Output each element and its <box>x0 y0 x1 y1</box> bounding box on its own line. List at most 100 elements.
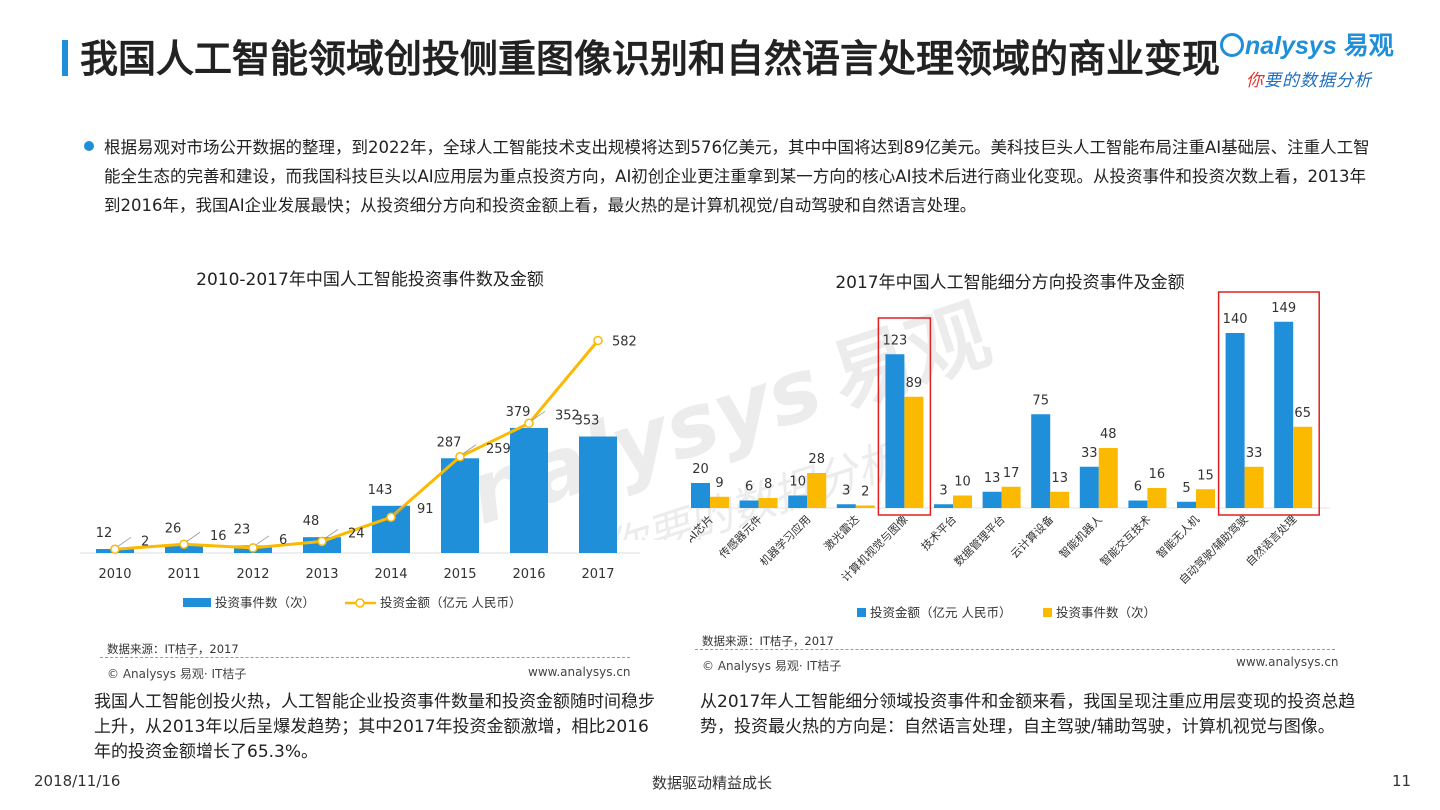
left-bar-label-2016: 379 <box>506 405 531 420</box>
right-bar-events-4 <box>904 396 924 508</box>
left-chart: 1220102620112320124820131432014287201537… <box>80 334 640 610</box>
right-bar-events-5 <box>953 495 972 508</box>
left-line-series <box>114 339 600 551</box>
left-divider <box>100 657 630 658</box>
right-bar-label-amount-3: 3 <box>842 483 850 498</box>
left-line-leader-2015 <box>462 444 477 455</box>
right-x-tick-9: 智能交互技术 <box>1097 512 1154 569</box>
right-bar-events-10 <box>1196 489 1215 508</box>
right-bar-events-7 <box>1050 491 1070 508</box>
left-line-leader-2011 <box>186 531 201 542</box>
right-highlight-box-0 <box>877 317 932 516</box>
left-line-leader-2010 <box>117 536 132 547</box>
right-bar-label-amount-9: 6 <box>1134 480 1142 495</box>
right-bar-label-amount-12: 149 <box>1271 301 1296 316</box>
right-bar-label-events-3: 2 <box>861 485 869 500</box>
right-bar-amount-8 <box>1079 466 1099 508</box>
left-line-label-2015: 259 <box>486 442 511 457</box>
right-bar-events-6 <box>1001 486 1021 508</box>
title-accent-bar <box>62 40 68 76</box>
left-legend-bar-label: 投资事件数（次） <box>215 595 315 610</box>
left-line-leader-2012 <box>255 535 270 546</box>
analysys-logo: nalysys 易观 你要的数据分析 <box>1220 26 1420 96</box>
left-x-tick-2013: 2013 <box>305 567 338 582</box>
left-x-tick-2015: 2015 <box>443 567 476 582</box>
left-line-label-2012: 6 <box>279 533 287 548</box>
right-bar-amount-4 <box>885 354 905 508</box>
right-bar-label-events-6: 17 <box>1003 466 1020 481</box>
left-url: www.analysys.cn <box>528 665 631 679</box>
page-title: 我国人工智能领域创投侧重图像识别和自然语言处理领域的商业变现 <box>80 37 1221 81</box>
right-bar-events-3 <box>855 505 875 508</box>
right-x-tick-3: 激光雷达 <box>821 512 862 553</box>
left-line-label-2017: 582 <box>612 334 637 349</box>
right-legend-amount-swatch <box>857 608 866 617</box>
left-line-label-2016: 352 <box>555 408 580 423</box>
right-bar-label-amount-0: 20 <box>692 462 709 477</box>
logo-a-icon <box>1220 33 1244 57</box>
left-line-point-2011 <box>179 539 189 549</box>
right-bar-label-events-7: 13 <box>1051 471 1068 486</box>
right-bar-label-amount-1: 6 <box>745 480 753 495</box>
right-x-tick-7: 云计算设备 <box>1008 512 1057 561</box>
left-x-tick-2014: 2014 <box>374 567 407 582</box>
right-bar-label-events-0: 9 <box>715 476 723 491</box>
logo-brand: nalysys 易观 <box>1220 26 1420 62</box>
left-bar-2015 <box>441 458 479 553</box>
left-bar-label-2010: 12 <box>96 526 113 541</box>
right-bar-label-amount-11: 140 <box>1223 312 1248 327</box>
left-line-label-2010: 2 <box>141 534 149 549</box>
logo-brand-en: nalysys <box>1245 32 1337 60</box>
right-summary: 从2017年人工智能细分领域投资事件和金额来看，我国呈现注重应用层变现的投资总趋… <box>700 692 1356 737</box>
intro-paragraph: 根据易观对市场公开数据的整理，到2022年，全球人工智能技术支出规模将达到576… <box>104 138 1370 215</box>
left-line-point-2017 <box>593 335 603 346</box>
right-bar-label-amount-5: 3 <box>939 483 947 498</box>
left-x-tick-2011: 2011 <box>167 567 200 582</box>
right-x-tick-10: 智能无人机 <box>1153 512 1202 561</box>
right-legend-amount-label: 投资金额（亿元 人民币） <box>870 605 1011 620</box>
right-bar-amount-12 <box>1274 321 1294 508</box>
left-summary: 我国人工智能创投火热，人工智能企业投资事件数量和投资金额随时间稳步上升，从201… <box>94 692 655 762</box>
right-bar-amount-3 <box>836 504 856 508</box>
right-bar-events-1 <box>758 498 778 508</box>
left-bar-2016 <box>510 427 548 553</box>
logo-slogan-red: 你 <box>1246 71 1264 91</box>
left-line-point-2012 <box>248 543 258 553</box>
bullet-dot <box>84 141 94 151</box>
right-bar-label-events-1: 8 <box>764 477 772 492</box>
page-number: 11 <box>1392 772 1412 790</box>
left-line-point-2015 <box>455 452 465 462</box>
left-bar-label-2012: 23 <box>234 522 251 537</box>
left-x-tick-2012: 2012 <box>236 567 269 582</box>
left-line-leader-2016 <box>531 410 546 421</box>
right-chart-title: 2017年中国人工智能细分方向投资事件及金额 <box>835 273 1185 293</box>
right-legend-events-swatch <box>1043 608 1052 617</box>
right-bar-label-events-5: 10 <box>954 475 971 490</box>
left-legend-line-label: 投资金额（亿元 人民币） <box>380 595 521 610</box>
footer-slogan: 数据驱动精益成长 <box>652 774 773 792</box>
right-bar-label-amount-7: 75 <box>1032 393 1049 408</box>
right-bar-amount-0 <box>691 483 710 508</box>
right-bar-events-12 <box>1293 426 1313 508</box>
left-line-point-2014 <box>386 512 396 522</box>
left-bar-2017 <box>579 436 617 553</box>
right-bar-label-amount-10: 5 <box>1182 481 1190 496</box>
right-bar-label-events-10: 15 <box>1197 468 1214 483</box>
right-bar-amount-1 <box>739 500 759 508</box>
left-x-tick-2017: 2017 <box>581 567 614 582</box>
right-x-tick-0: AI芯片 <box>690 512 716 545</box>
right-bar-label-amount-2: 10 <box>789 475 806 490</box>
left-line-label-2013: 24 <box>348 526 365 541</box>
right-legend-events-label: 投资事件数（次） <box>1056 605 1156 620</box>
right-x-tick-1: 传感器元件 <box>717 513 765 561</box>
right-divider <box>695 649 1335 650</box>
right-bar-amount-10 <box>1177 501 1196 508</box>
right-x-tick-5: 技术平台 <box>918 512 959 553</box>
right-bar-label-events-12: 65 <box>1294 406 1311 421</box>
right-bar-events-8 <box>1098 448 1118 508</box>
right-x-tick-8: 智能机器人 <box>1056 512 1105 561</box>
left-bar-label-2011: 26 <box>165 521 182 536</box>
left-line-point-2013 <box>317 536 327 547</box>
right-bar-amount-9 <box>1128 500 1148 508</box>
